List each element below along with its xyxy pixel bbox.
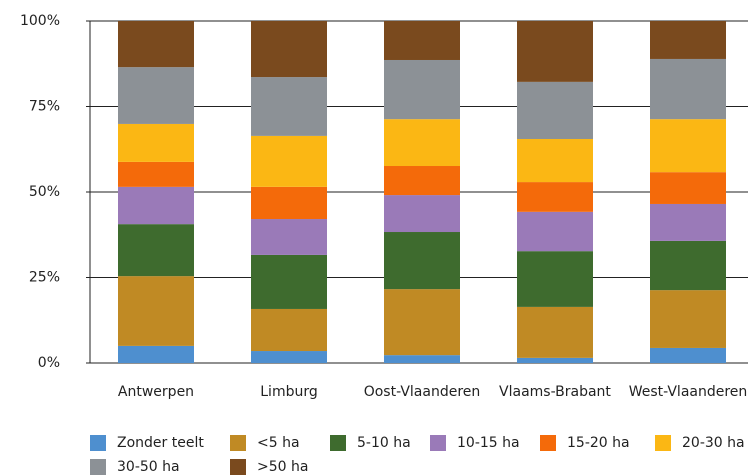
legend-label: >50 ha	[257, 459, 308, 475]
bar-segment	[251, 308, 327, 352]
bar-segment	[118, 67, 194, 124]
legend-label: 15-20 ha	[567, 435, 630, 451]
y-tick-label: 50%	[29, 184, 60, 200]
bar-segment	[251, 219, 327, 255]
bar-segment	[517, 251, 593, 307]
bar-segment	[118, 345, 194, 363]
legend-label: Zonder teelt	[117, 435, 204, 451]
bar-segment	[384, 355, 460, 363]
bar-segment	[384, 232, 460, 290]
bar-segment	[650, 290, 726, 348]
bar-segment	[517, 138, 593, 183]
legend-label: 30-50 ha	[117, 459, 180, 475]
bar-segment	[118, 224, 194, 277]
x-tick-label: Vlaams-Brabant	[499, 384, 611, 400]
x-tick-label: West-Vlaanderen	[629, 384, 748, 400]
bar-segment	[118, 21, 194, 68]
bar-segment	[251, 77, 327, 136]
y-tick-label: 75%	[29, 99, 60, 115]
bar-segment	[517, 81, 593, 139]
bar-segment	[251, 21, 327, 78]
bar-segment	[650, 119, 726, 173]
bar-segment	[517, 21, 593, 82]
bar-segment	[650, 172, 726, 204]
bar-segment	[384, 21, 460, 60]
bar-segment	[118, 276, 194, 346]
bar-segment	[251, 254, 327, 309]
legend-swatch	[90, 459, 106, 475]
bar-segment	[251, 186, 327, 220]
legend-label: 20-30 ha	[682, 435, 745, 451]
x-tick-label: Oost-Vlaanderen	[364, 384, 481, 400]
legend-swatch	[655, 435, 671, 451]
bar-segment	[517, 182, 593, 212]
bar-segment	[517, 211, 593, 252]
legend-label: 5-10 ha	[357, 435, 411, 451]
bar-segment	[650, 203, 726, 241]
bar-segment	[384, 59, 460, 120]
bar-segment	[384, 195, 460, 233]
bar-segment	[384, 166, 460, 196]
legend-swatch	[430, 435, 446, 451]
bar-segment	[384, 119, 460, 167]
bar-segment	[118, 161, 194, 187]
bar-segment	[650, 21, 726, 59]
bar-segment	[251, 351, 327, 363]
bar-segment	[517, 357, 593, 363]
y-tick-label: 25%	[29, 270, 60, 286]
bar-segment	[384, 289, 460, 356]
legend-swatch	[540, 435, 556, 451]
legend-swatch	[90, 435, 106, 451]
bar-segment	[118, 186, 194, 225]
bar-segment	[251, 135, 327, 187]
legend-swatch	[230, 459, 246, 475]
legend-swatch	[230, 435, 246, 451]
x-tick-label: Antwerpen	[118, 384, 194, 400]
bar-segment	[650, 58, 726, 120]
legend-label: 10-15 ha	[457, 435, 520, 451]
x-tick-label: Limburg	[260, 384, 317, 400]
legend-label: <5 ha	[257, 435, 300, 451]
bar-segment	[517, 306, 593, 358]
legend-swatch	[330, 435, 346, 451]
y-tick-label: 0%	[38, 355, 60, 371]
bar-segment	[650, 347, 726, 363]
bar-segment	[118, 123, 194, 162]
y-tick-label: 100%	[20, 13, 60, 29]
bar-segment	[650, 240, 726, 291]
